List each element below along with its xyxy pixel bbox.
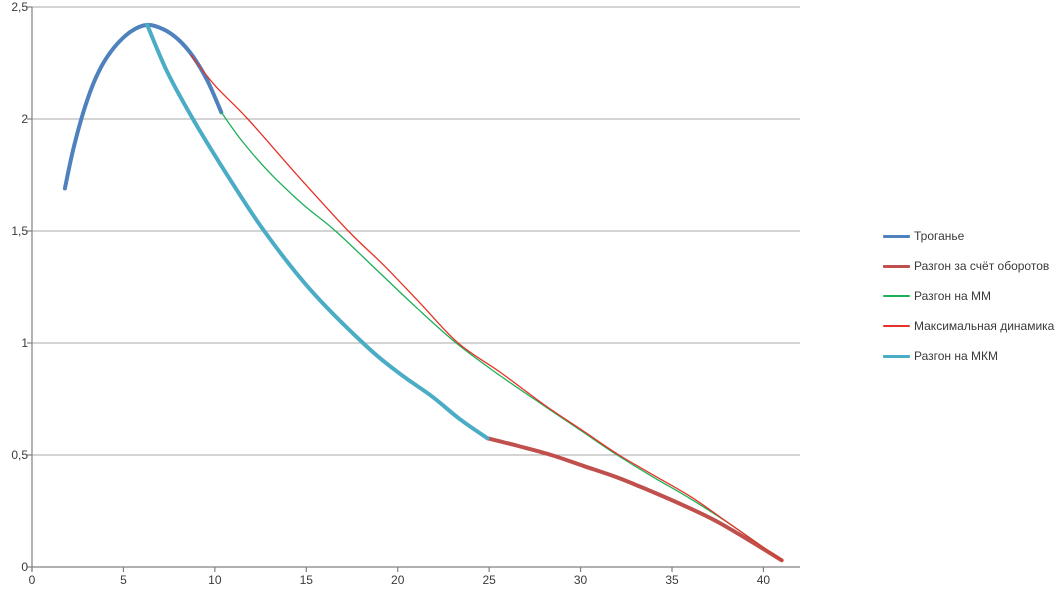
legend-label: Разгон на ММ (914, 289, 992, 303)
legend-item: Троганье (883, 221, 1063, 251)
legend-item: Разгон за счёт оборотов (883, 251, 1063, 281)
legend-label: Максимальная динамика (914, 319, 1055, 333)
y-axis-tick-label: 2,5 (11, 0, 28, 14)
series-curve-4 (145, 22, 490, 441)
legend-line-swatch (883, 234, 910, 238)
legend: Троганье Разгон за счёт оборотов Разгон на… (883, 221, 1063, 371)
legend-label: Троганье (914, 229, 965, 243)
y-axis-tick-label: 2 (21, 112, 28, 126)
x-axis-tick-label: 35 (665, 573, 679, 587)
y-axis-tick-label: 0 (21, 560, 28, 574)
x-axis-tick-label: 10 (208, 573, 222, 587)
x-axis-tick-label: 25 (482, 573, 496, 587)
series-curve-2 (220, 111, 783, 561)
legend-item: Максимальная динамика (883, 311, 1063, 341)
series-curve-3 (190, 54, 783, 561)
x-axis-tick-label: 30 (573, 573, 588, 587)
x-axis-tick-label: 0 (28, 573, 36, 587)
legend-label: Разгон за счёт оборотов (914, 259, 1050, 273)
series-curve-0 (62, 22, 224, 191)
x-axis-tick-label: 15 (299, 573, 313, 587)
legend-item: Разгон на МКМ (883, 341, 1063, 371)
legend-item: Разгон на ММ (883, 281, 1063, 311)
legend-line-swatch (883, 295, 910, 297)
legend-label: Разгон на МКМ (914, 349, 999, 363)
y-axis-tick-label: 0,5 (11, 448, 28, 462)
y-axis-tick-label: 1 (21, 336, 28, 350)
y-axis-tick-label: 1,5 (11, 224, 28, 238)
x-axis-tick-label: 40 (756, 573, 771, 587)
x-axis-tick-label: 20 (391, 573, 405, 587)
legend-line-swatch (883, 354, 910, 358)
series-curve-1 (485, 436, 784, 563)
legend-line-swatch (883, 325, 910, 327)
legend-line-swatch (883, 264, 910, 268)
x-axis-tick-label: 5 (120, 573, 127, 587)
